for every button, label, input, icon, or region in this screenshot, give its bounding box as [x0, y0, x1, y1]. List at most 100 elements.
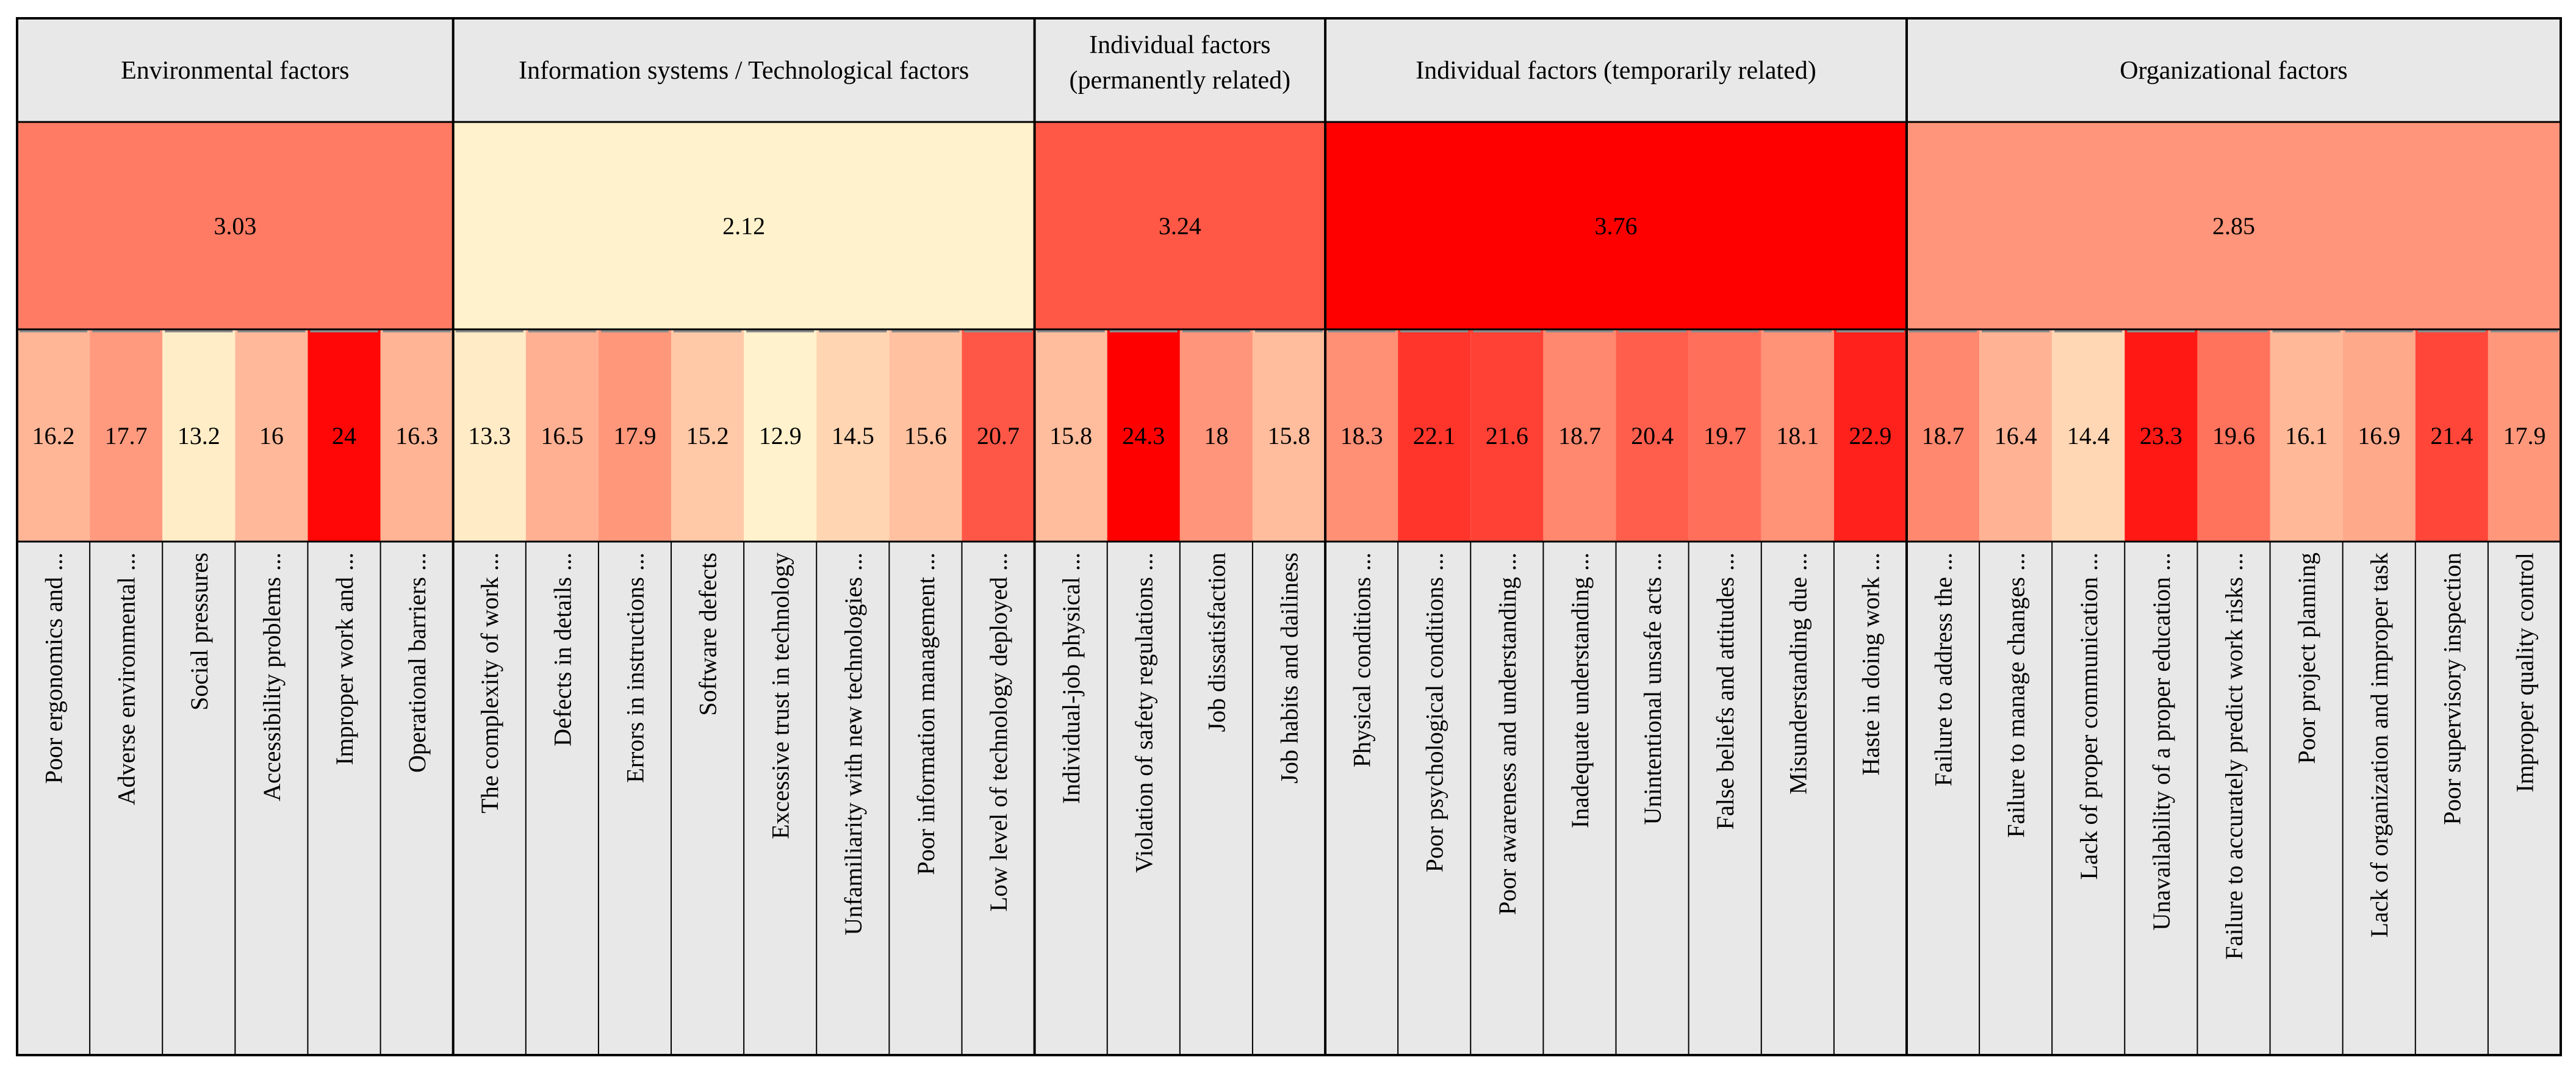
item-value-cell — [816, 329, 890, 542]
item-value-label: 15.8 — [1049, 422, 1092, 449]
item-label: The complexity of work ... — [476, 553, 503, 814]
group-header-label: Individual factors (temporarily related) — [1416, 57, 1816, 85]
item-label: Errors in instructions ... — [621, 553, 649, 783]
item-label-cell — [1688, 542, 1761, 1055]
item-value-cell — [2197, 329, 2270, 542]
item-label-cell — [2270, 542, 2343, 1055]
item-label: Excessive trust in technology — [767, 553, 794, 839]
item-value-label: 17.7 — [105, 422, 148, 449]
item-label-cell — [1325, 542, 1398, 1055]
item-label: Poor ergonomics and ... — [40, 553, 68, 784]
item-label-cell — [889, 542, 962, 1055]
item-value-cell — [2124, 329, 2198, 542]
item-label: Inadequate understanding ... — [1566, 553, 1594, 828]
item-value-label: 18 — [1204, 422, 1228, 449]
item-label: Job dissatisfaction — [1203, 553, 1230, 732]
group-score-label: 3.76 — [1595, 212, 1638, 240]
item-value-label: 19.7 — [1704, 422, 1746, 449]
item-label-cell — [2124, 542, 2198, 1055]
item-value-cell — [525, 329, 599, 542]
group-header-cell — [453, 18, 1035, 122]
item-value-cell — [1833, 329, 1907, 542]
item-value-label: 16.9 — [2358, 422, 2400, 449]
group-header-label: Environmental factors — [121, 57, 349, 85]
item-value-cell — [90, 329, 163, 542]
item-value-label: 15.6 — [904, 422, 947, 449]
item-label-cell — [1543, 542, 1616, 1055]
item-value-cell — [2342, 329, 2416, 542]
item-label-cell — [1179, 542, 1253, 1055]
item-value-cell — [1979, 329, 2053, 542]
item-label-cell — [17, 542, 90, 1055]
item-label-cell — [962, 542, 1035, 1055]
item-label-cell — [744, 542, 817, 1055]
item-value-cell — [1761, 329, 1834, 542]
item-label: Misunderstanding due ... — [1784, 553, 1811, 795]
item-value-cell — [453, 329, 526, 542]
item-label: Improper work and ... — [331, 553, 358, 765]
item-label: Poor supervisory inspection — [2438, 553, 2466, 825]
item-value-cell — [308, 329, 381, 542]
item-value-label: 15.2 — [686, 422, 729, 449]
item-label-cell — [1616, 542, 1689, 1055]
item-value-cell — [2415, 329, 2488, 542]
item-value-label: 18.7 — [1558, 422, 1601, 449]
item-label: Physical conditions ... — [1348, 553, 1376, 767]
item-label: Failure to address the ... — [1930, 553, 1957, 786]
item-label-cell — [380, 542, 453, 1055]
item-label-cell — [1034, 542, 1107, 1055]
item-label: Haste in doing work ... — [1857, 553, 1884, 776]
item-value-cell — [1470, 329, 1544, 542]
group-score-cell — [1906, 122, 2561, 329]
item-label: Poor psychological conditions ... — [1421, 553, 1448, 872]
item-value-cell — [2488, 329, 2561, 542]
group-header-cell — [1906, 18, 2561, 122]
item-label: Individual-job physical ... — [1057, 553, 1085, 804]
item-label: Operational barriers ... — [403, 553, 431, 773]
item-value-cell — [744, 329, 817, 542]
item-value-label: 19.6 — [2212, 422, 2255, 449]
item-value-label: 21.4 — [2430, 422, 2473, 449]
item-value-cell — [235, 329, 308, 542]
item-label-cell — [235, 542, 308, 1055]
item-label-cell — [1398, 542, 1471, 1055]
group-header-label: Individual factors (permanently related) — [1070, 31, 1291, 95]
item-label-cell — [598, 542, 672, 1055]
item-label: Unintentional unsafe acts ... — [1639, 553, 1666, 825]
item-label: Accessibility problems ... — [258, 553, 286, 801]
item-value-cell — [2270, 329, 2343, 542]
item-label-cell — [2197, 542, 2270, 1055]
group-score-label: 3.03 — [214, 212, 256, 240]
item-label-cell — [308, 542, 381, 1055]
item-label-cell — [1761, 542, 1834, 1055]
item-label: Poor information management ... — [912, 553, 940, 875]
item-value-cell — [1252, 329, 1326, 542]
item-value-label: 12.9 — [759, 422, 802, 449]
item-label-cell — [1470, 542, 1544, 1055]
item-value-cell — [889, 329, 962, 542]
table-border — [16, 17, 2562, 1056]
item-label: Unavailability of a proper education ... — [2148, 553, 2175, 931]
group-header-label: Information systems / Technological fact… — [519, 57, 969, 85]
item-value-label: 23.3 — [2140, 422, 2182, 449]
item-label-cell — [1979, 542, 2053, 1055]
item-value-cell — [1906, 329, 1980, 542]
item-value-label: 14.5 — [832, 422, 874, 449]
item-label: Software defects — [694, 553, 722, 716]
item-value-label: 20.4 — [1631, 422, 1674, 449]
item-label: Social pressures — [185, 553, 213, 711]
item-label: Defects in details ... — [549, 553, 576, 746]
item-value-label: 24.3 — [1122, 422, 1165, 449]
item-label-cell — [2415, 542, 2488, 1055]
item-label: Poor project planning — [2293, 553, 2320, 764]
item-value-label: 22.9 — [1849, 422, 1891, 449]
group-score-cell — [1034, 122, 1326, 329]
item-value-cell — [1107, 329, 1180, 542]
item-value-cell — [1398, 329, 1471, 542]
item-value-label: 17.9 — [613, 422, 656, 449]
item-label-cell — [453, 542, 526, 1055]
item-value-cell — [2052, 329, 2125, 542]
group-score-cell — [453, 122, 1035, 329]
item-label-cell — [2052, 542, 2125, 1055]
